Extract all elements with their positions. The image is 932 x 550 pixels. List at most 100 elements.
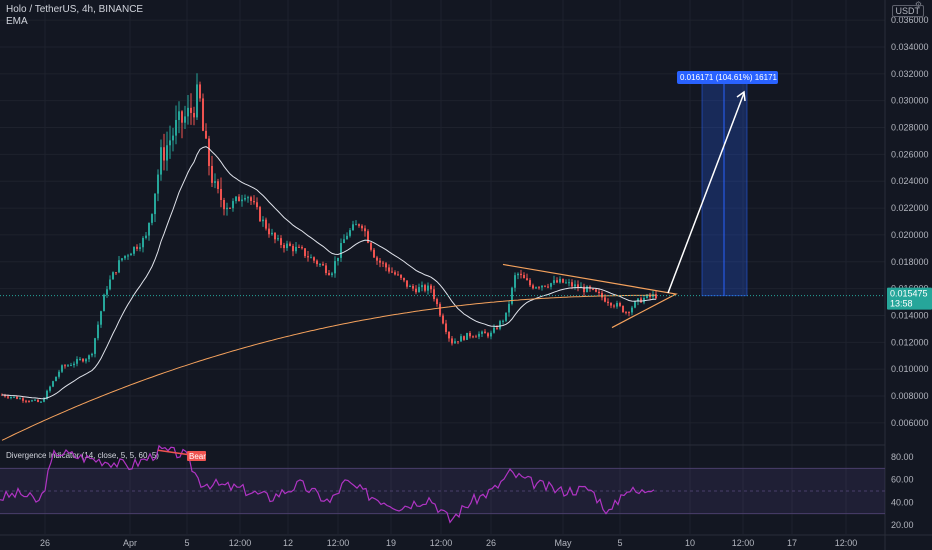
candle xyxy=(256,197,258,210)
candle-body xyxy=(526,278,528,281)
candle-body xyxy=(547,286,549,288)
price-tick: 0.006000 xyxy=(891,418,929,428)
candle-body xyxy=(193,112,195,118)
candle xyxy=(280,235,282,249)
candle xyxy=(109,275,111,291)
time-tick: 12 xyxy=(283,538,293,548)
price-tick: 0.010000 xyxy=(891,364,929,374)
candle xyxy=(421,281,423,292)
candle xyxy=(367,229,369,244)
candle-body xyxy=(214,181,216,183)
candle-body xyxy=(202,98,204,131)
candle xyxy=(433,285,435,302)
settings-icon[interactable]: ⚙ xyxy=(914,0,922,9)
candle xyxy=(100,310,102,328)
price-tick: 0.024000 xyxy=(891,176,929,186)
candle-body xyxy=(646,294,648,298)
candle xyxy=(85,358,87,364)
candle xyxy=(163,133,165,171)
candle xyxy=(565,279,567,284)
candle-body xyxy=(292,245,294,252)
time-tick: May xyxy=(554,538,572,548)
candle-body xyxy=(337,257,339,262)
candle xyxy=(325,263,327,276)
bear-label: Bear xyxy=(189,452,206,461)
price-tick: 0.026000 xyxy=(891,149,929,159)
rsi-tick: 60.00 xyxy=(891,475,914,485)
candle xyxy=(313,256,315,264)
candle-body xyxy=(361,225,363,229)
candle xyxy=(112,271,114,280)
candle-body xyxy=(460,336,462,342)
candle xyxy=(307,251,309,262)
candle xyxy=(388,264,390,274)
candle xyxy=(520,269,522,279)
candle-body xyxy=(109,279,111,290)
candle xyxy=(298,244,300,248)
candle-body xyxy=(343,239,345,244)
candle-body xyxy=(454,341,456,344)
candle-body xyxy=(322,264,324,266)
candle xyxy=(592,288,594,291)
candle xyxy=(25,399,27,404)
candle-body xyxy=(127,255,129,257)
candle xyxy=(535,286,537,290)
candle-body xyxy=(349,230,351,236)
candle xyxy=(178,101,180,134)
candle-body xyxy=(622,305,624,313)
candle xyxy=(244,194,246,202)
candle xyxy=(121,258,123,262)
candle-body xyxy=(403,277,405,281)
candle-body xyxy=(181,111,183,123)
candle-body xyxy=(421,285,423,288)
candle xyxy=(439,302,441,318)
candle-body xyxy=(433,289,435,300)
currency-badge[interactable]: USDT xyxy=(891,5,924,17)
candle-body xyxy=(4,394,6,397)
candle-body xyxy=(25,400,27,402)
candle xyxy=(40,401,42,403)
candle xyxy=(145,232,147,240)
candle-body xyxy=(316,260,318,265)
candle xyxy=(559,276,561,284)
candle xyxy=(619,301,621,308)
candle xyxy=(370,242,372,252)
candle xyxy=(220,177,222,208)
oscillator-title: Divergence Indicator (14, close, 5, 5, 6… xyxy=(6,451,159,460)
candle xyxy=(253,195,255,205)
time-tick: 12:00 xyxy=(732,538,755,548)
candle-body xyxy=(46,390,48,400)
candle-body xyxy=(238,196,240,202)
candle xyxy=(568,278,570,287)
candle xyxy=(34,398,36,401)
candle-body xyxy=(463,336,465,340)
candle-body xyxy=(406,280,408,287)
candle-body xyxy=(445,323,447,332)
candle-body xyxy=(418,287,420,293)
candle xyxy=(13,396,15,399)
candle-body xyxy=(505,312,507,321)
candle-body xyxy=(409,286,411,288)
candle xyxy=(526,273,528,281)
candle xyxy=(175,105,177,145)
candle xyxy=(211,155,213,188)
candle-body xyxy=(616,303,618,307)
candle xyxy=(334,256,336,278)
candle xyxy=(202,93,204,132)
candle-body xyxy=(511,287,513,304)
candle xyxy=(613,304,615,309)
candle xyxy=(394,270,396,276)
candle xyxy=(373,248,375,258)
candle-body xyxy=(538,287,540,289)
candle xyxy=(61,364,63,373)
candle xyxy=(490,330,492,340)
candle-body xyxy=(427,285,429,291)
rsi-tick: 40.00 xyxy=(891,497,914,507)
candle-body xyxy=(97,324,99,339)
candle xyxy=(208,135,210,176)
candle-body xyxy=(397,274,399,276)
candle-body xyxy=(430,285,432,290)
price-tick: 0.030000 xyxy=(891,96,929,106)
candle-body xyxy=(412,286,414,289)
